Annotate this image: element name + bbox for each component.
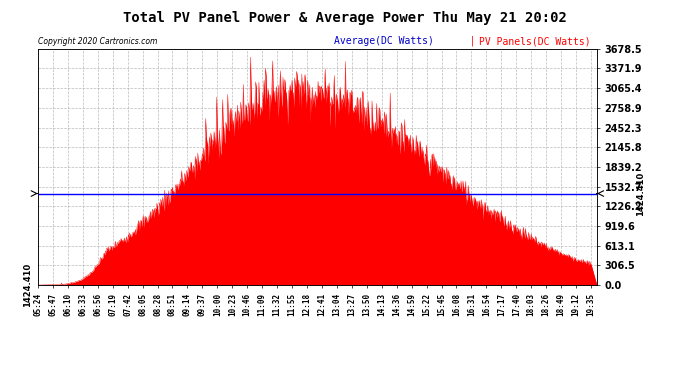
Text: PV Panels(DC Watts): PV Panels(DC Watts): [480, 36, 591, 46]
Text: 1424.410: 1424.410: [636, 171, 645, 216]
Text: Average(DC Watts): Average(DC Watts): [334, 36, 434, 46]
Text: 1424.410: 1424.410: [23, 263, 32, 307]
Text: |: |: [471, 36, 474, 46]
Text: Total PV Panel Power & Average Power Thu May 21 20:02: Total PV Panel Power & Average Power Thu…: [123, 11, 567, 25]
Text: Copyright 2020 Cartronics.com: Copyright 2020 Cartronics.com: [38, 38, 157, 46]
